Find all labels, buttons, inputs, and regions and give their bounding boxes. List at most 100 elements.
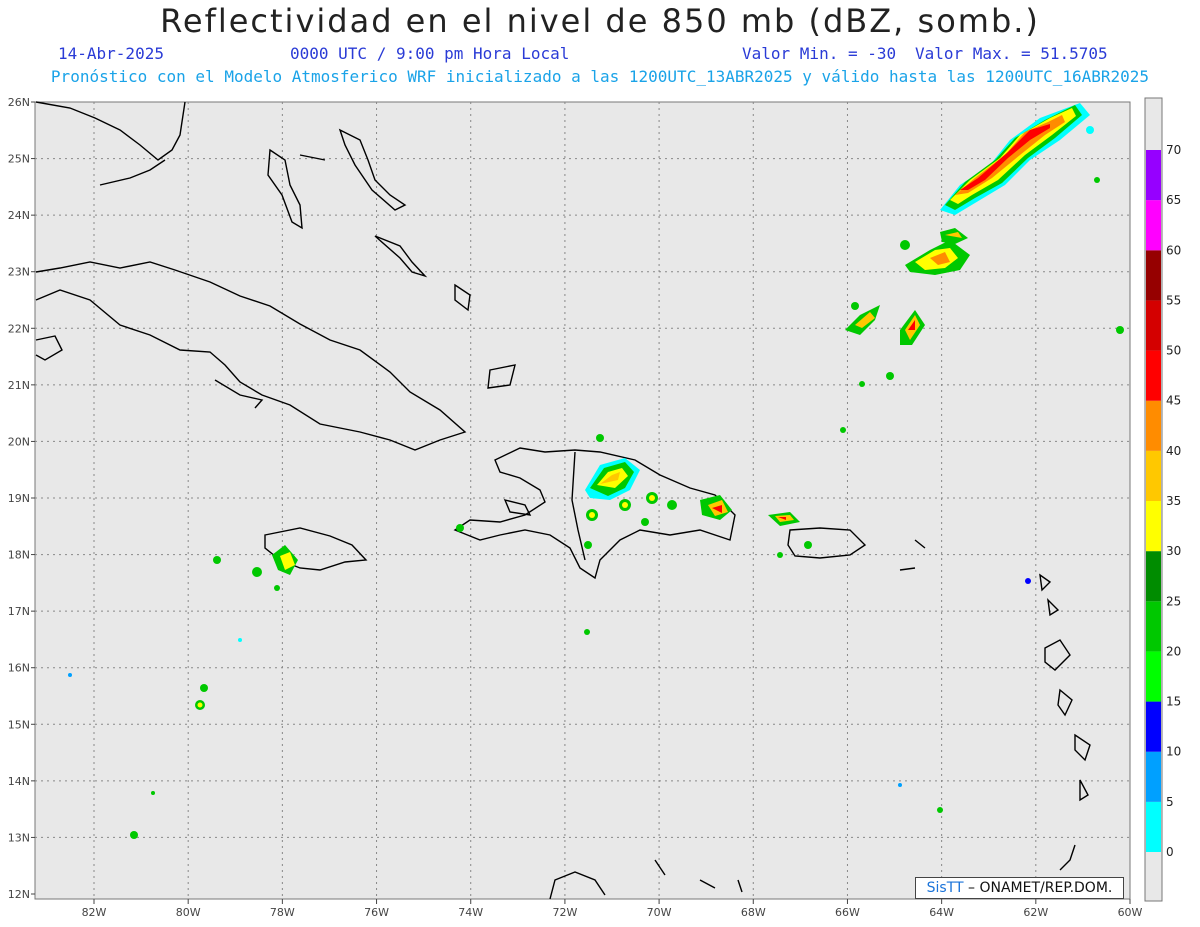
colorbar-tick-label: 50 — [1166, 344, 1181, 358]
bahamas-eleuthera — [338, 128, 407, 211]
axis-labels: 26N 25N 24N 23N 22N 21N 20N 19N 18N 17N 16N 15N 14N 1… — [8, 96, 1143, 919]
antigua — [1047, 598, 1060, 617]
lon-label: 80W — [176, 906, 201, 919]
colorbar-swatch — [1146, 501, 1161, 552]
colorbar-swatch — [1146, 150, 1161, 201]
lat-label: 19N — [8, 492, 30, 505]
colorbar-swatch — [1146, 400, 1161, 451]
gonave-island — [503, 498, 532, 516]
gridlines — [35, 102, 1130, 899]
colorbar-tick-label: 30 — [1166, 544, 1181, 558]
colorbar-tick-label: 60 — [1166, 243, 1181, 257]
lon-label: 66W — [835, 906, 860, 919]
colorbar-tick-label: 20 — [1166, 644, 1181, 658]
martinique — [1074, 733, 1091, 762]
lat-label: 26N — [8, 96, 30, 109]
colorbar-tick-label: 5 — [1166, 795, 1174, 809]
echo-northeast-band — [840, 103, 1124, 433]
colorbar-swatch — [1146, 601, 1161, 652]
dominica — [1057, 688, 1073, 717]
colorbar-swatch — [1146, 250, 1161, 301]
lat-label: 18N — [8, 549, 30, 562]
lon-label: 76W — [364, 906, 389, 919]
coastlines — [35, 101, 1091, 900]
colorbar-tick-label: 65 — [1166, 193, 1181, 207]
hispaniola-coast — [453, 447, 736, 580]
lat-label: 21N — [8, 379, 30, 392]
guadeloupe — [1044, 639, 1071, 671]
bahamas-acklins — [454, 283, 471, 312]
florida-coast — [35, 101, 186, 161]
lon-label: 70W — [647, 906, 672, 919]
cuba-south-keys — [214, 379, 264, 409]
bahamas-andros — [267, 148, 303, 230]
reflectivity-echoes — [68, 103, 1124, 839]
colorbar-tick-label: 40 — [1166, 444, 1181, 458]
haiti-dr-border — [571, 451, 586, 561]
colorbar-tick-label: 15 — [1166, 695, 1181, 709]
lat-label: 22N — [8, 322, 30, 335]
colorbar-tick-label: 45 — [1166, 394, 1181, 408]
lat-label: 23N — [8, 266, 30, 279]
cuba-coast — [35, 261, 467, 451]
guajira-coast — [549, 871, 606, 900]
lon-label: 72W — [552, 906, 577, 919]
colorbar-swatch — [1146, 801, 1161, 852]
max-value-label: Valor Max. = 51.5705 — [915, 44, 1108, 63]
colorbar-swatch — [1146, 350, 1161, 401]
map-frame — [34, 101, 1131, 900]
colorbar-tick-label: 35 — [1166, 494, 1181, 508]
isla-juventud — [35, 335, 63, 361]
colorbar-swatch — [1146, 300, 1161, 351]
colorbar-tick-label: 25 — [1166, 594, 1181, 608]
time-label: 0000 UTC / 9:00 pm Hora Local — [290, 44, 570, 63]
colorbar-swatch — [1146, 450, 1161, 501]
lon-label: 62W — [1023, 906, 1048, 919]
colorbar-swatch — [1146, 751, 1161, 802]
credit-box: SisTT – ONAMET/REP.DOM. — [915, 877, 1124, 899]
lon-label: 64W — [929, 906, 954, 919]
lat-label: 17N — [8, 605, 30, 618]
lon-label: 74W — [458, 906, 483, 919]
echo-jamaica — [213, 545, 298, 591]
lat-label: 14N — [8, 775, 30, 788]
island-a — [1039, 573, 1052, 592]
great-inagua — [487, 364, 516, 389]
bahamas-abaco — [299, 154, 326, 161]
lat-label: 15N — [8, 718, 30, 731]
colorbar-tick-label: 0 — [1166, 845, 1174, 859]
st-lucia — [1079, 779, 1089, 802]
lon-label: 82W — [82, 906, 107, 919]
date-label: 14-Abr-2025 — [58, 44, 164, 63]
puerto-rico-coast — [787, 527, 867, 559]
lat-label: 13N — [8, 831, 30, 844]
lon-label: 78W — [270, 906, 295, 919]
abc-islands — [654, 859, 743, 893]
lat-label: 24N — [8, 209, 30, 222]
lon-label: 68W — [741, 906, 766, 919]
min-value-label: Valor Min. = -30 — [742, 44, 897, 63]
grenadines — [1059, 844, 1076, 871]
lat-label: 16N — [8, 662, 30, 675]
colorbar-swatch — [1146, 200, 1161, 251]
virgin-islands — [899, 539, 926, 571]
florida-keys — [99, 159, 166, 186]
credit-brand: SisTT — [926, 880, 964, 896]
echo-southwest — [68, 578, 1031, 839]
lat-label: 12N — [8, 888, 30, 901]
lat-label: 20N — [8, 435, 30, 448]
colorbar-swatch — [1146, 651, 1161, 702]
colorbar-tick-label: 70 — [1166, 143, 1181, 157]
colorbar-tick-label: 10 — [1166, 745, 1181, 759]
map-title: Reflectividad en el nivel de 850 mb (dBZ… — [160, 2, 1040, 40]
credit-text: – ONAMET/REP.DOM. — [968, 880, 1113, 896]
colorbar-swatch — [1146, 551, 1161, 602]
colorbar: 0 5 10 15 20 25 30 35 40 45 50 55 60 65 70 — [1144, 97, 1181, 902]
bahamas-cat — [374, 235, 428, 278]
colorbar-tick-label: 55 — [1166, 293, 1181, 307]
model-description: Pronóstico con el Modelo Atmosferico WRF… — [50, 67, 1150, 86]
echo-hispaniola — [456, 434, 812, 635]
lat-label: 25N — [8, 153, 30, 166]
colorbar-swatch — [1146, 701, 1161, 752]
